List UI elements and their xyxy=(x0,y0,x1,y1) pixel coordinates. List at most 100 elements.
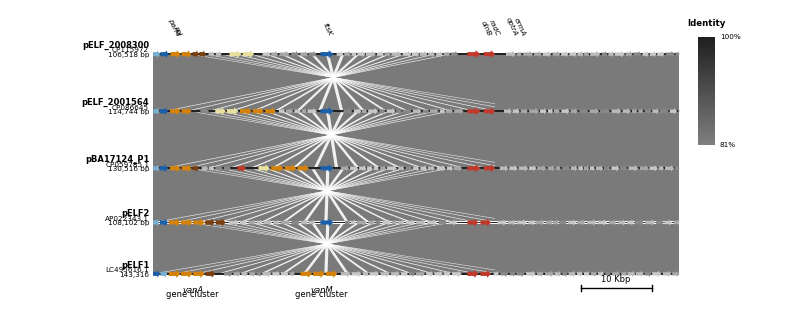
Polygon shape xyxy=(650,51,657,57)
Polygon shape xyxy=(611,108,622,114)
Polygon shape xyxy=(182,50,191,58)
Bar xyxy=(697,56,715,57)
Polygon shape xyxy=(225,170,473,221)
Polygon shape xyxy=(495,224,680,273)
Polygon shape xyxy=(268,113,421,167)
Bar xyxy=(697,67,715,68)
Polygon shape xyxy=(493,271,499,277)
Polygon shape xyxy=(636,271,644,277)
Polygon shape xyxy=(444,271,450,277)
Polygon shape xyxy=(182,164,191,172)
Polygon shape xyxy=(153,50,160,58)
Polygon shape xyxy=(374,165,379,172)
Bar xyxy=(697,75,715,77)
Bar xyxy=(697,85,715,86)
Polygon shape xyxy=(169,113,446,167)
Bar xyxy=(697,50,715,51)
Polygon shape xyxy=(391,271,400,277)
Polygon shape xyxy=(268,224,410,273)
Polygon shape xyxy=(519,165,528,172)
Bar xyxy=(153,273,680,275)
Polygon shape xyxy=(224,271,233,277)
Polygon shape xyxy=(577,51,583,57)
Polygon shape xyxy=(249,219,256,226)
Polygon shape xyxy=(508,219,516,226)
Polygon shape xyxy=(484,50,495,58)
Polygon shape xyxy=(209,165,214,172)
Polygon shape xyxy=(628,165,638,172)
Text: optrA: optrA xyxy=(505,16,519,37)
Polygon shape xyxy=(440,108,445,114)
Polygon shape xyxy=(281,271,289,277)
Polygon shape xyxy=(320,164,334,172)
Polygon shape xyxy=(467,270,478,278)
Polygon shape xyxy=(280,51,289,57)
Polygon shape xyxy=(281,219,291,226)
Polygon shape xyxy=(611,165,619,172)
Polygon shape xyxy=(294,108,300,114)
Bar xyxy=(697,116,715,117)
Polygon shape xyxy=(402,51,411,57)
Bar xyxy=(697,78,715,79)
Polygon shape xyxy=(437,165,446,172)
Bar xyxy=(697,107,715,109)
Polygon shape xyxy=(308,108,317,114)
Bar xyxy=(697,89,715,90)
Bar xyxy=(697,123,715,124)
Polygon shape xyxy=(387,165,397,172)
Bar xyxy=(697,71,715,72)
Polygon shape xyxy=(239,170,452,221)
Bar xyxy=(697,100,715,101)
Polygon shape xyxy=(171,50,180,58)
Polygon shape xyxy=(238,164,245,172)
Bar xyxy=(697,72,715,73)
Polygon shape xyxy=(297,224,369,273)
Bar xyxy=(697,38,715,39)
Bar xyxy=(697,57,715,59)
Bar xyxy=(697,103,715,104)
Polygon shape xyxy=(571,165,577,172)
Polygon shape xyxy=(312,113,359,167)
Polygon shape xyxy=(409,271,415,277)
Bar xyxy=(697,139,715,140)
Polygon shape xyxy=(216,218,226,227)
Polygon shape xyxy=(239,224,452,273)
Polygon shape xyxy=(179,170,431,221)
Polygon shape xyxy=(169,55,446,110)
Polygon shape xyxy=(289,271,295,277)
Bar xyxy=(697,128,715,129)
Polygon shape xyxy=(609,219,617,226)
Polygon shape xyxy=(608,51,614,57)
Polygon shape xyxy=(253,170,431,221)
Polygon shape xyxy=(308,219,315,226)
Polygon shape xyxy=(215,165,222,172)
Text: 10 Kbp: 10 Kbp xyxy=(602,275,631,284)
Polygon shape xyxy=(169,218,180,227)
Polygon shape xyxy=(638,108,643,114)
Bar xyxy=(697,69,715,71)
Bar xyxy=(697,79,715,80)
Polygon shape xyxy=(646,219,656,226)
Polygon shape xyxy=(253,113,442,167)
Bar xyxy=(697,142,715,143)
Text: radC: radC xyxy=(488,19,501,37)
Bar xyxy=(697,142,715,144)
Bar xyxy=(697,125,715,127)
Polygon shape xyxy=(181,218,193,227)
Polygon shape xyxy=(324,170,329,221)
Polygon shape xyxy=(285,108,293,114)
Polygon shape xyxy=(308,51,316,57)
Bar xyxy=(697,130,715,131)
Bar xyxy=(697,140,715,141)
Polygon shape xyxy=(614,51,625,57)
Polygon shape xyxy=(253,107,264,115)
Bar xyxy=(697,117,715,118)
Polygon shape xyxy=(363,271,368,277)
Polygon shape xyxy=(215,107,226,115)
Polygon shape xyxy=(413,165,419,172)
Polygon shape xyxy=(253,55,450,110)
Polygon shape xyxy=(377,51,384,57)
Bar xyxy=(697,74,715,75)
Bar xyxy=(697,97,715,98)
Polygon shape xyxy=(273,219,280,226)
